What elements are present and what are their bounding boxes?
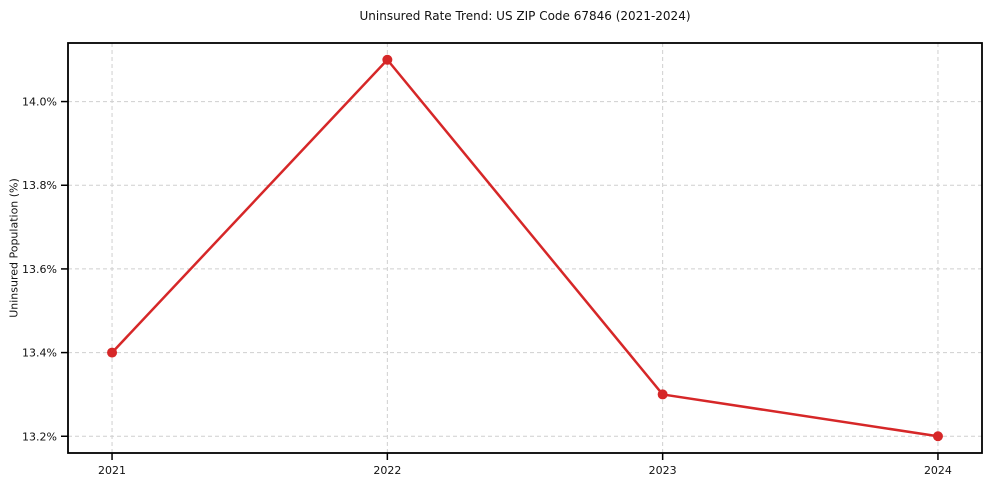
y-tick-label: 13.2% xyxy=(22,430,57,443)
plot-border xyxy=(67,42,983,454)
data-point-2022 xyxy=(382,54,393,65)
trend-line xyxy=(110,58,940,438)
data-point-2021 xyxy=(107,347,118,358)
x-tick-label: 2021 xyxy=(98,464,126,477)
y-tick-label: 14.0% xyxy=(22,96,57,109)
data-point-2023 xyxy=(657,389,668,400)
y-tick-label: 13.4% xyxy=(22,347,57,360)
x-tick-label: 2022 xyxy=(373,464,401,477)
chart-title: Uninsured Rate Trend: US ZIP Code 67846 … xyxy=(359,9,691,23)
x-tick-label: 2023 xyxy=(649,464,677,477)
y-axis-label: Uninsured Population (%) xyxy=(7,178,21,318)
data-point-2024 xyxy=(932,431,943,442)
y-tick-label: 13.8% xyxy=(22,179,57,192)
x-tick-label: 2024 xyxy=(924,464,952,477)
y-tick-label: 13.6% xyxy=(22,263,57,276)
